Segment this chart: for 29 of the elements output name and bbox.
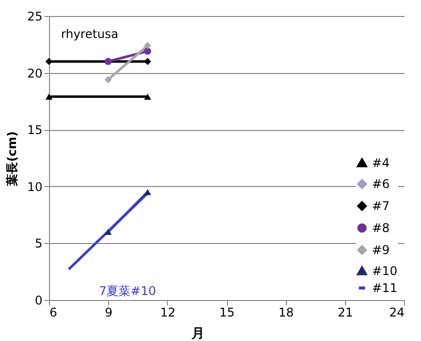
- point: [144, 42, 152, 50]
- x-tick-label: 6: [50, 306, 58, 320]
- annotation: 7夏葉#10: [99, 284, 156, 298]
- y-tick-label: 5: [34, 236, 42, 251]
- point: [104, 76, 112, 84]
- y-tick-label: 20: [27, 66, 42, 80]
- legend-label: #6: [372, 177, 390, 191]
- annotation: rhyretusa: [61, 27, 118, 41]
- x-tick-label: 24: [389, 306, 404, 320]
- y-axis-title: 葉長(cm): [5, 131, 20, 187]
- point: [144, 58, 152, 65]
- x-tick-label: 15: [219, 306, 235, 320]
- point: [144, 48, 152, 55]
- x-tick-label: 12: [160, 306, 176, 320]
- y-tick-label: 25: [27, 10, 42, 24]
- point: [104, 58, 112, 65]
- legend-label: #10: [372, 264, 398, 278]
- legend-label: #9: [372, 243, 390, 257]
- legend-label: #4: [372, 156, 390, 170]
- legend-label: #11: [372, 281, 398, 295]
- y-tick-label: 10: [27, 180, 42, 194]
- y-tick-label: 0: [34, 294, 42, 308]
- x-tick-label: 18: [278, 306, 294, 320]
- y-tick-label: 15: [27, 123, 42, 138]
- x-axis-title: 月: [190, 326, 204, 341]
- x-tick-label: 21: [338, 306, 353, 320]
- x-tick-label: 9: [104, 306, 112, 320]
- legend-label: #7: [372, 199, 390, 213]
- legend-label: #8: [372, 221, 390, 235]
